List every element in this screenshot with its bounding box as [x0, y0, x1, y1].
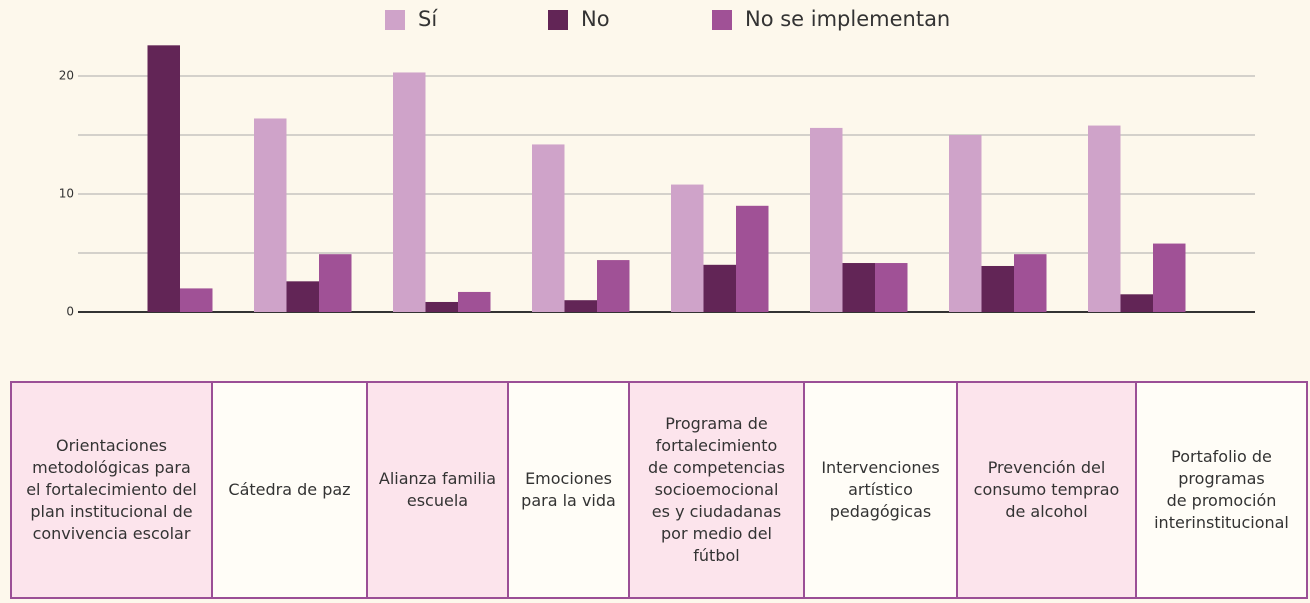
bar — [810, 127, 843, 312]
category-label: Alianza familia escuela — [366, 381, 509, 599]
bar — [1120, 294, 1153, 312]
bar — [671, 184, 704, 312]
legend-label: No se implementan — [745, 7, 950, 31]
bar — [147, 45, 180, 312]
bar — [254, 118, 287, 312]
legend-swatch — [548, 10, 568, 30]
legend-swatch — [712, 10, 732, 30]
bar — [597, 260, 630, 312]
bar — [286, 281, 319, 312]
legend-label: Sí — [418, 7, 438, 31]
category-label: Cátedra de paz — [211, 381, 368, 599]
category-label: Prevención del consumo temprao de alcoho… — [956, 381, 1137, 599]
bar — [1153, 243, 1186, 312]
bar — [393, 72, 426, 313]
category-label: Emociones para la vida — [507, 381, 630, 599]
bar — [458, 291, 491, 312]
bar — [981, 265, 1014, 312]
y-tick-label: 0 — [66, 305, 74, 319]
bar — [564, 300, 597, 312]
y-tick-label: 20 — [59, 69, 74, 83]
bar — [703, 264, 736, 312]
bar — [842, 263, 875, 312]
bar — [736, 205, 769, 312]
y-tick-label: 10 — [59, 187, 74, 201]
category-label: Programa de fortalecimiento de competenc… — [628, 381, 805, 599]
bar — [180, 288, 213, 312]
chart: 0 10 20 Sí No No se implementan — [59, 7, 1255, 319]
bar — [875, 263, 908, 312]
category-label: Orientaciones metodológicas para el fort… — [10, 381, 213, 599]
bar — [425, 301, 458, 312]
bar — [1088, 125, 1121, 312]
legend-swatch — [385, 10, 405, 30]
category-table: Orientaciones metodológicas para el fort… — [10, 381, 1308, 603]
bar — [1014, 254, 1047, 312]
category-label: Intervenciones artístico pedagógicas — [803, 381, 958, 599]
bar — [532, 144, 565, 312]
legend-label: No — [581, 7, 610, 31]
bar — [949, 135, 982, 312]
bar — [319, 254, 352, 312]
category-label: Portafolio de programas de promoción int… — [1135, 381, 1308, 599]
